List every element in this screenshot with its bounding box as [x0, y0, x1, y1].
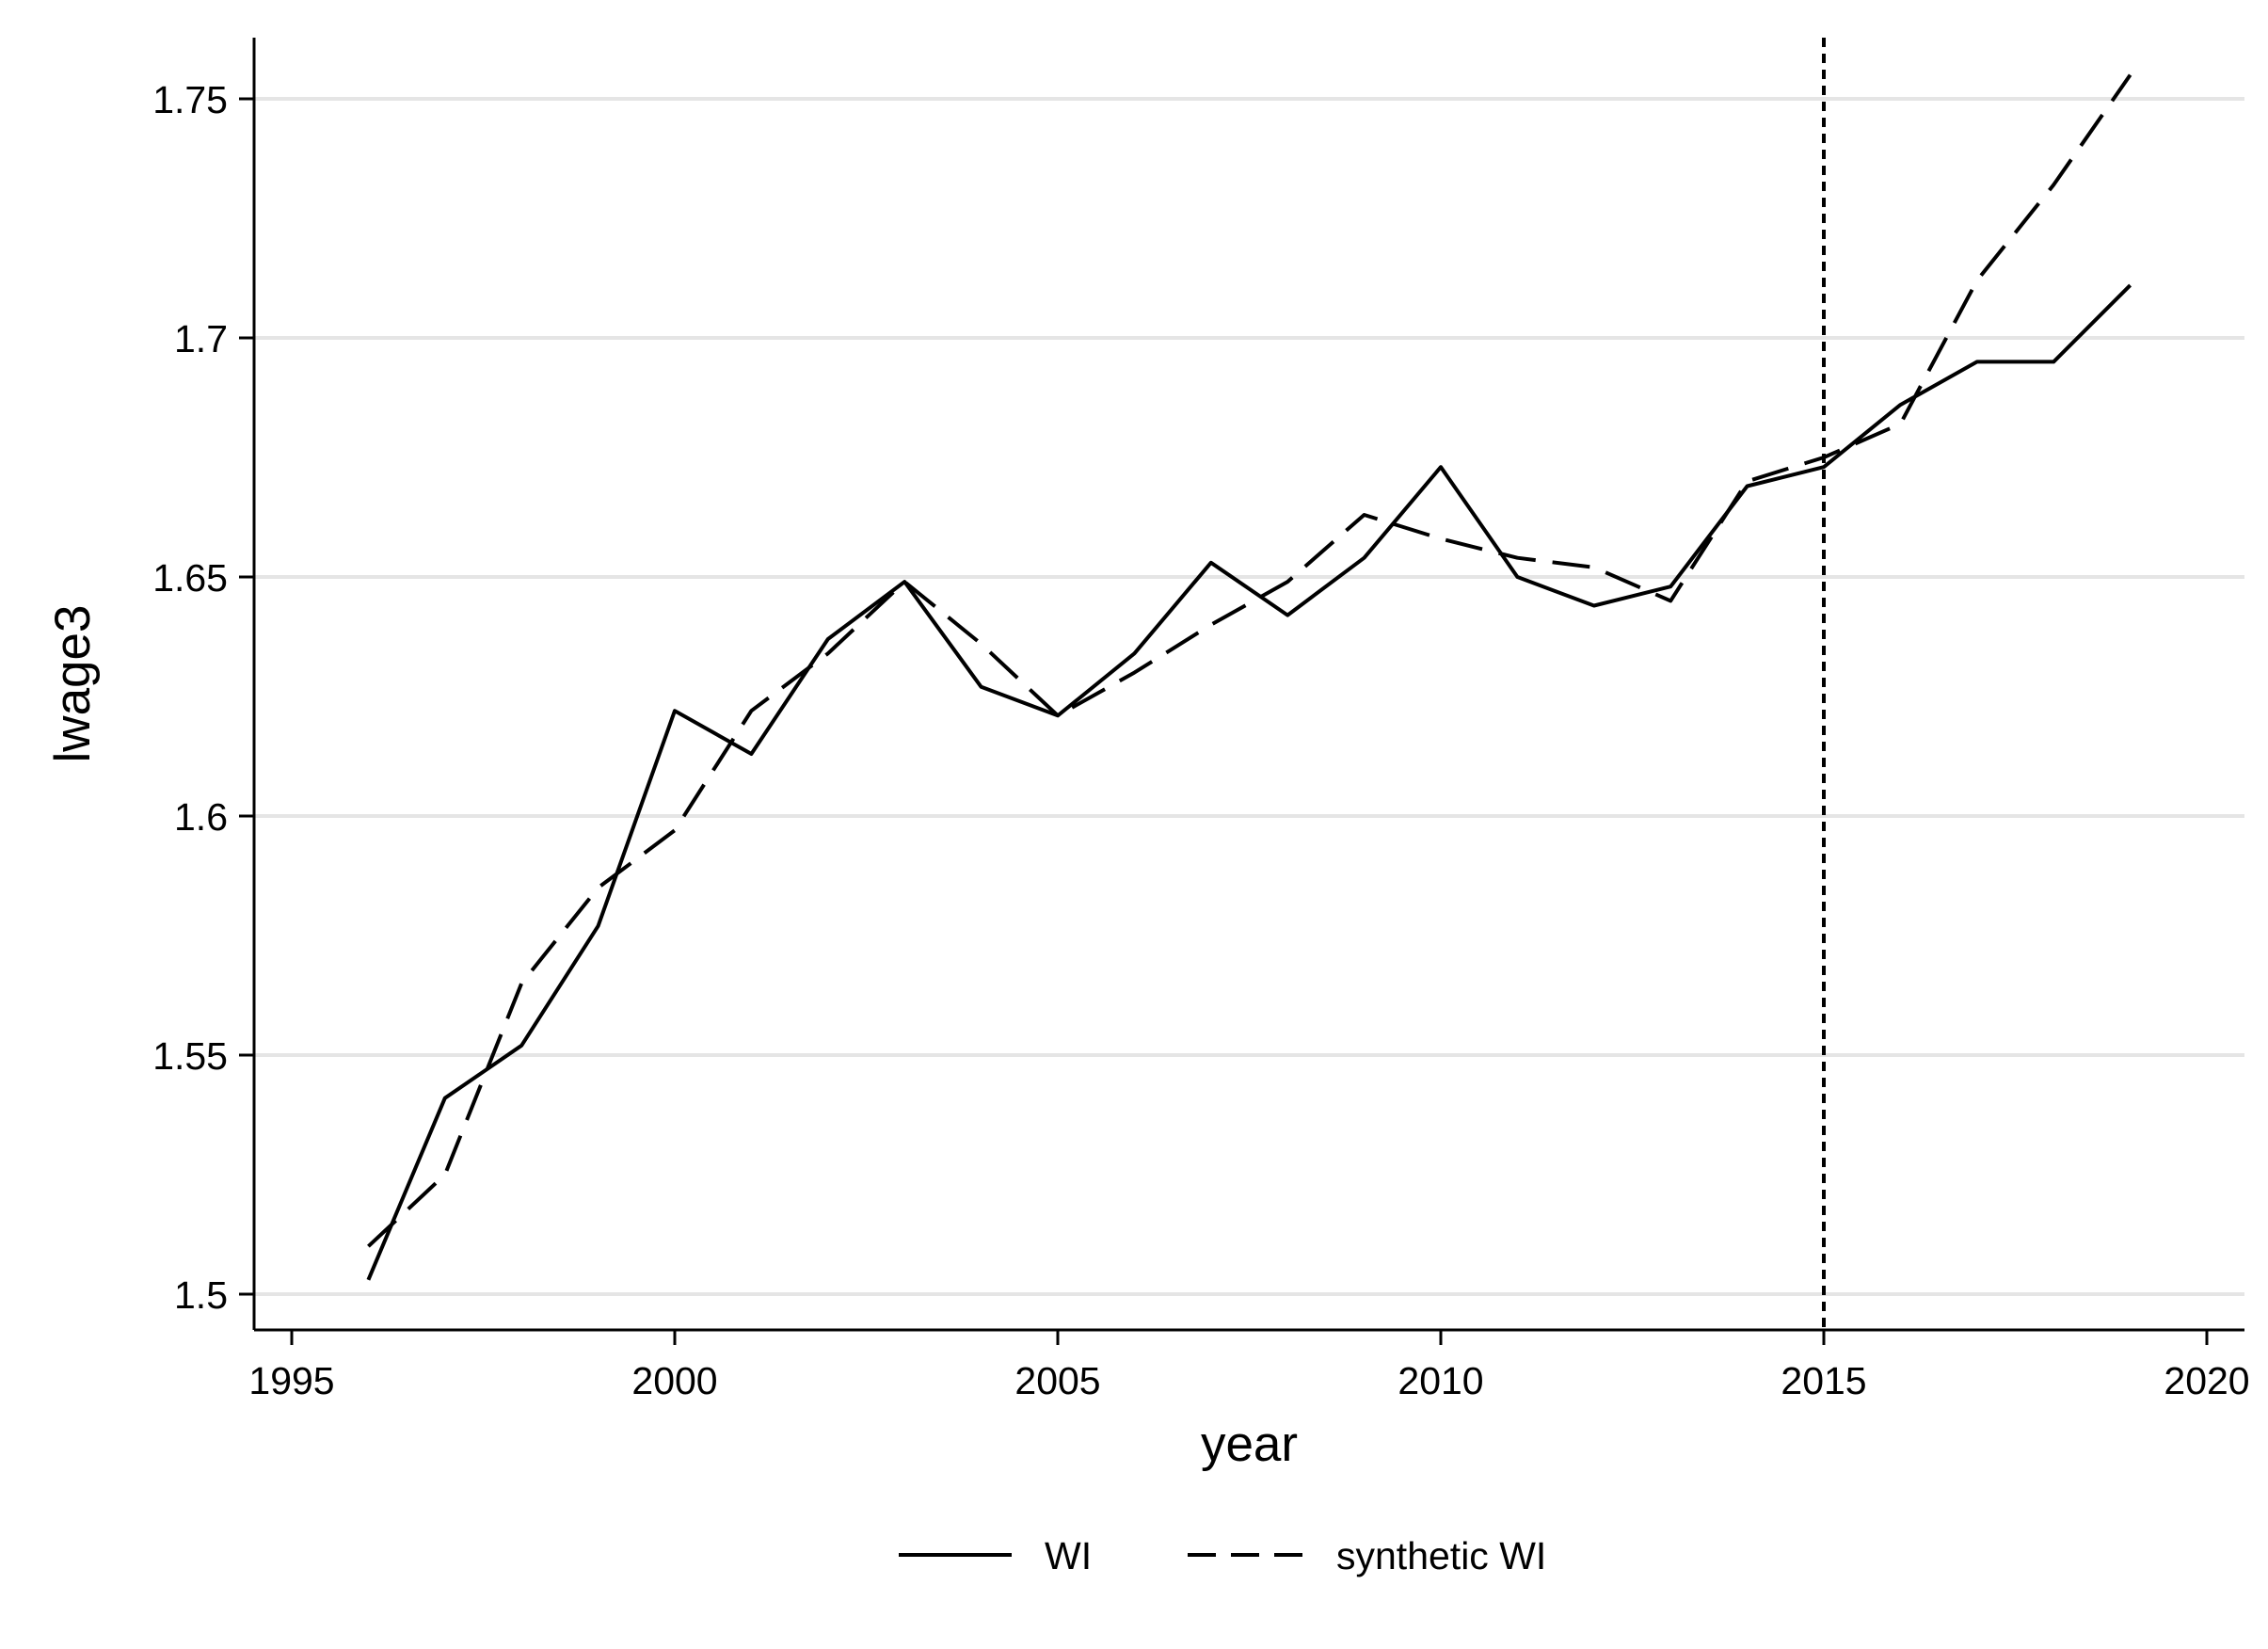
y-tick-label-4: 1.7 [174, 317, 228, 360]
legend-label-wi: WI [1045, 1534, 1092, 1577]
series-line-synthetic-wi [367, 73, 2132, 1248]
x-tick-label-2: 2005 [1014, 1359, 1100, 1402]
y-tick-label-5: 1.75 [152, 78, 228, 121]
y-tick-label-1: 1.55 [152, 1034, 228, 1078]
y-tick-label-2: 1.6 [174, 795, 228, 839]
y-tick-label-3: 1.65 [152, 556, 228, 600]
legend: WI synthetic WI [899, 1534, 1546, 1577]
x-tick-label-4: 2015 [1781, 1359, 1866, 1402]
x-tick-label-0: 1995 [248, 1359, 334, 1402]
x-axis-title: year [1201, 1417, 1298, 1472]
x-tick-label-5: 2020 [2164, 1359, 2249, 1402]
x-tick-label-3: 2010 [1398, 1359, 1483, 1402]
y-axis-ticks: 1.5 1.55 1.6 1.65 1.7 1.75 [152, 78, 254, 1317]
y-tick-label-0: 1.5 [174, 1273, 228, 1317]
axes [252, 38, 2244, 1332]
x-axis-ticks: 1995 2000 2005 2010 2015 2020 [248, 1330, 2250, 1402]
series-group [366, 73, 2132, 1281]
y-axis-title: lwage3 [45, 605, 101, 763]
series-line-wi [366, 283, 2132, 1281]
x-tick-label-1: 2000 [631, 1359, 717, 1402]
grid-lines [254, 97, 2244, 1296]
legend-label-synthetic-wi: synthetic WI [1336, 1534, 1546, 1577]
